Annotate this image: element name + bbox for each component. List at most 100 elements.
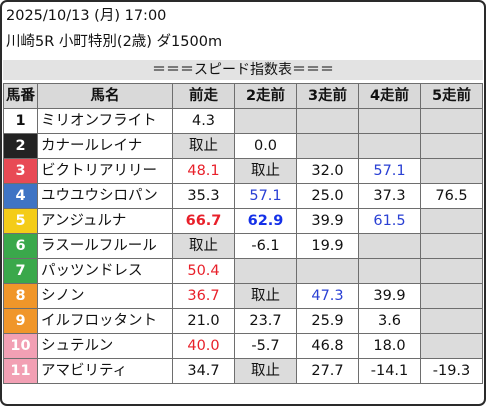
horse-number: 7 bbox=[3, 258, 38, 284]
speed-index-race-3: 19.9 bbox=[296, 233, 359, 259]
speed-index-race-3: 25.0 bbox=[296, 183, 359, 209]
table-row: 7 パッツンドレス 50.4 bbox=[3, 258, 483, 284]
speed-index-race-4 bbox=[358, 108, 421, 134]
speed-index-race-1: 35.3 bbox=[172, 183, 235, 209]
speed-index-race-2: 取止 bbox=[234, 283, 297, 309]
speed-index-race-4: 37.3 bbox=[358, 183, 421, 209]
horse-name: ラスールフルール bbox=[37, 233, 173, 259]
table-row: 6 ラスールフルール 取止 -6.1 19.9 bbox=[3, 233, 483, 259]
speed-index-race-2: 62.9 bbox=[234, 208, 297, 234]
speed-index-race-3 bbox=[296, 133, 359, 159]
speed-index-race-3: 39.9 bbox=[296, 208, 359, 234]
speed-index-race-5: 76.5 bbox=[420, 183, 483, 209]
speed-index-table: 馬番 馬名 前走 2走前 3走前 4走前 5走前 1 ミリオンフライト 4.3 2 カナ… bbox=[3, 83, 483, 384]
speed-index-race-1: 取止 bbox=[172, 133, 235, 159]
col-header-name: 馬名 bbox=[37, 83, 173, 109]
table-row: 2 カナールレイナ 取止 0.0 bbox=[3, 133, 483, 159]
speed-index-race-2: -6.1 bbox=[234, 233, 297, 259]
col-header-race-2: 2走前 bbox=[234, 83, 297, 109]
table-row: 5 アンジュルナ 66.7 62.9 39.9 61.5 bbox=[3, 208, 483, 234]
horse-name: アンジュルナ bbox=[37, 208, 173, 234]
race-datetime: 2025/10/13 (月) 17:00 bbox=[6, 8, 167, 24]
horse-number: 2 bbox=[3, 133, 38, 159]
speed-index-race-2: 57.1 bbox=[234, 183, 297, 209]
table-row: 1 ミリオンフライト 4.3 bbox=[3, 108, 483, 134]
speed-index-race-1: 4.3 bbox=[172, 108, 235, 134]
speed-index-race-3: 25.9 bbox=[296, 308, 359, 334]
speed-index-race-4: 57.1 bbox=[358, 158, 421, 184]
horse-number: 11 bbox=[3, 358, 38, 384]
speed-index-race-4: 18.0 bbox=[358, 333, 421, 359]
horse-name: カナールレイナ bbox=[37, 133, 173, 159]
speed-index-race-3 bbox=[296, 258, 359, 284]
horse-name: ビクトリアリリー bbox=[37, 158, 173, 184]
speed-index-race-4 bbox=[358, 258, 421, 284]
table-row: 11 アマビリティ 34.7 取止 27.7 -14.1 -19.3 bbox=[3, 358, 483, 384]
speed-index-race-5 bbox=[420, 258, 483, 284]
speed-index-race-3: 47.3 bbox=[296, 283, 359, 309]
horse-number: 4 bbox=[3, 183, 38, 209]
speed-index-race-5: -19.3 bbox=[420, 358, 483, 384]
speed-index-race-4: 61.5 bbox=[358, 208, 421, 234]
horse-number: 9 bbox=[3, 308, 38, 334]
table-row: 8 シノン 36.7 取止 47.3 39.9 bbox=[3, 283, 483, 309]
horse-name: ユウユウシロパン bbox=[37, 183, 173, 209]
speed-index-race-2 bbox=[234, 108, 297, 134]
horse-number: 6 bbox=[3, 233, 38, 259]
speed-index-race-4 bbox=[358, 133, 421, 159]
table-row: 3 ビクトリアリリー 48.1 取止 32.0 57.1 bbox=[3, 158, 483, 184]
speed-index-race-1: 21.0 bbox=[172, 308, 235, 334]
col-header-race-3: 3走前 bbox=[296, 83, 359, 109]
speed-index-race-2: -5.7 bbox=[234, 333, 297, 359]
horse-number: 1 bbox=[3, 108, 38, 134]
horse-name: ミリオンフライト bbox=[37, 108, 173, 134]
col-header-race-4: 4走前 bbox=[358, 83, 421, 109]
col-header-number: 馬番 bbox=[3, 83, 38, 109]
horse-number: 5 bbox=[3, 208, 38, 234]
speed-index-race-2: 取止 bbox=[234, 158, 297, 184]
horse-number: 8 bbox=[3, 283, 38, 309]
horse-name: パッツンドレス bbox=[37, 258, 173, 284]
speed-index-race-1: 34.7 bbox=[172, 358, 235, 384]
speed-index-race-3: 32.0 bbox=[296, 158, 359, 184]
speed-index-race-3: 46.8 bbox=[296, 333, 359, 359]
speed-index-race-5 bbox=[420, 108, 483, 134]
horse-name: シュテルン bbox=[37, 333, 173, 359]
table-banner: ＝＝＝スピード指数表＝＝＝ bbox=[3, 60, 483, 80]
col-header-race-5: 5走前 bbox=[420, 83, 483, 109]
speed-index-race-2: 取止 bbox=[234, 358, 297, 384]
table-row: 9 イルフロッタント 21.0 23.7 25.9 3.6 bbox=[3, 308, 483, 334]
horse-name: シノン bbox=[37, 283, 173, 309]
speed-index-race-2: 0.0 bbox=[234, 133, 297, 159]
header-row: 馬番 馬名 前走 2走前 3走前 4走前 5走前 bbox=[3, 83, 483, 109]
horse-name: アマビリティ bbox=[37, 358, 173, 384]
table-row: 4 ユウユウシロパン 35.3 57.1 25.0 37.3 76.5 bbox=[3, 183, 483, 209]
speed-index-race-1: 66.7 bbox=[172, 208, 235, 234]
speed-index-race-1: 取止 bbox=[172, 233, 235, 259]
speed-index-race-2 bbox=[234, 258, 297, 284]
col-header-race-1: 前走 bbox=[172, 83, 235, 109]
speed-index-race-3 bbox=[296, 108, 359, 134]
speed-index-race-1: 50.4 bbox=[172, 258, 235, 284]
speed-index-race-2: 23.7 bbox=[234, 308, 297, 334]
speed-index-race-5 bbox=[420, 308, 483, 334]
speed-index-race-5 bbox=[420, 233, 483, 259]
race-title: 川崎5R 小町特別(2歳) ダ1500m bbox=[6, 34, 223, 50]
speed-index-race-3: 27.7 bbox=[296, 358, 359, 384]
speed-index-race-4 bbox=[358, 233, 421, 259]
speed-index-race-1: 48.1 bbox=[172, 158, 235, 184]
speed-index-race-1: 36.7 bbox=[172, 283, 235, 309]
speed-index-race-4: -14.1 bbox=[358, 358, 421, 384]
speed-index-race-4: 39.9 bbox=[358, 283, 421, 309]
speed-index-race-5 bbox=[420, 283, 483, 309]
horse-number: 10 bbox=[3, 333, 38, 359]
horse-name: イルフロッタント bbox=[37, 308, 173, 334]
horse-number: 3 bbox=[3, 158, 38, 184]
speed-index-race-5 bbox=[420, 158, 483, 184]
speed-index-race-4: 3.6 bbox=[358, 308, 421, 334]
speed-index-race-5 bbox=[420, 333, 483, 359]
speed-index-race-1: 40.0 bbox=[172, 333, 235, 359]
speed-index-race-5 bbox=[420, 133, 483, 159]
speed-index-race-5 bbox=[420, 208, 483, 234]
